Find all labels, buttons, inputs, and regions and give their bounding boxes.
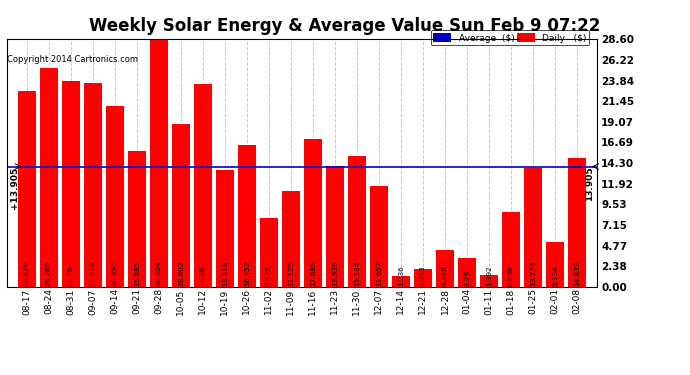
Bar [172, 124, 190, 287]
Bar [282, 190, 300, 287]
Text: 28.604: 28.604 [156, 260, 161, 286]
Bar [348, 156, 366, 287]
Bar [458, 258, 476, 287]
Text: 8.686: 8.686 [508, 265, 514, 286]
Bar [436, 250, 454, 287]
Text: +13.905: +13.905 [10, 166, 19, 209]
Text: 13.518: 13.518 [221, 260, 228, 286]
Text: Weekly Solar Energy & Average Value Sun Feb 9 07:22: Weekly Solar Energy & Average Value Sun … [89, 17, 601, 35]
Text: 4.248: 4.248 [442, 265, 448, 286]
Text: 1.392: 1.392 [486, 265, 492, 286]
Bar [480, 275, 498, 287]
Bar [18, 91, 36, 287]
Text: 15.685: 15.685 [134, 260, 140, 286]
Legend: Average  ($), Daily   ($): Average ($), Daily ($) [431, 30, 589, 45]
Bar [524, 168, 542, 287]
Text: 22.626: 22.626 [23, 260, 30, 286]
Text: 17.089: 17.089 [310, 260, 316, 286]
Bar [83, 82, 102, 287]
Bar [304, 139, 322, 287]
Text: 13.905: 13.905 [584, 166, 593, 201]
Text: 5.134: 5.134 [552, 265, 558, 286]
Text: 3.29: 3.29 [464, 270, 470, 286]
Text: 23.614: 23.614 [90, 260, 96, 286]
Bar [502, 212, 520, 287]
Text: 11.125: 11.125 [288, 260, 294, 286]
Bar [568, 159, 586, 287]
Bar [392, 276, 410, 287]
Text: 13.939: 13.939 [332, 260, 338, 286]
Bar [414, 269, 432, 287]
Text: 25.265: 25.265 [46, 260, 52, 286]
Text: 23.46: 23.46 [200, 265, 206, 286]
Bar [260, 218, 278, 287]
Text: 15.134: 15.134 [354, 260, 360, 286]
Text: 18.802: 18.802 [178, 260, 184, 286]
Text: 16.452: 16.452 [244, 260, 250, 286]
Text: 1.236: 1.236 [398, 265, 404, 286]
Text: 23.76: 23.76 [68, 265, 74, 286]
Bar [40, 68, 58, 287]
Bar [106, 106, 124, 287]
Bar [216, 170, 234, 287]
Bar [194, 84, 212, 287]
Text: 11.657: 11.657 [376, 260, 382, 286]
Text: 13.774: 13.774 [530, 260, 536, 286]
Text: Copyright 2014 Cartronics.com: Copyright 2014 Cartronics.com [8, 56, 138, 64]
Text: 20.895: 20.895 [112, 260, 118, 286]
Bar [238, 144, 256, 287]
Bar [150, 39, 168, 287]
Bar [326, 166, 344, 287]
Bar [546, 243, 564, 287]
Text: 14.839: 14.839 [574, 260, 580, 286]
Text: 2.043: 2.043 [420, 265, 426, 286]
Text: 7.925: 7.925 [266, 265, 272, 286]
Bar [61, 81, 80, 287]
Bar [128, 151, 146, 287]
Bar [370, 186, 388, 287]
